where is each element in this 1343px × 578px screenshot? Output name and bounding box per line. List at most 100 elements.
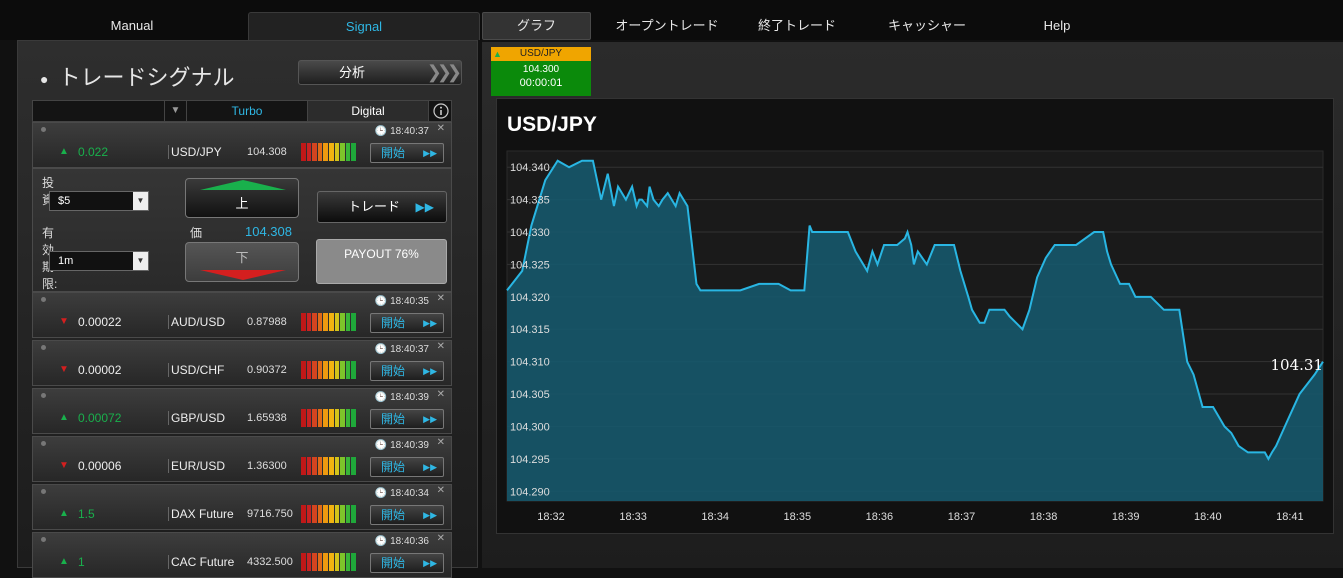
double-arrow-icon: ▶▶ — [423, 148, 437, 158]
y-tick-label: 104.290 — [510, 486, 550, 498]
trade-label: トレード — [348, 199, 401, 214]
expiry-label: 有効期限: — [42, 226, 58, 291]
x-tick-label: 18:33 — [619, 511, 647, 523]
close-icon[interactable]: ✕ — [436, 293, 445, 304]
start-button[interactable]: 開始 ▶▶ — [370, 457, 444, 477]
signal-strength-meter — [301, 409, 356, 427]
close-icon[interactable]: ✕ — [436, 485, 445, 496]
close-icon[interactable]: ✕ — [436, 533, 445, 544]
up-triangle-icon: ▲ — [59, 508, 69, 519]
row-symbol: AUD/USD — [168, 315, 225, 329]
up-triangle-icon: ▲ — [59, 412, 69, 423]
row-change: 1.5 — [78, 507, 95, 521]
row-time-text: 18:40:39 — [390, 440, 429, 451]
signal-row[interactable]: 🕒 18:40:35 ✕ ▼ 0.00022 AUD/USD 0.87988 開始 ▶▶ — [32, 292, 452, 338]
row-price: 1.65938 — [247, 412, 287, 424]
row-symbol: USD/CHF — [168, 363, 224, 377]
analyze-button[interactable]: 分析 ❯❯❯ — [298, 60, 462, 85]
signal-row[interactable]: 🕒 18:40:34 ✕ ▲ 1.5 DAX Future 9716.750 開始 ▶▶ — [32, 484, 452, 530]
close-icon[interactable]: ✕ — [436, 389, 445, 400]
y-tick-label: 104.330 — [510, 227, 550, 239]
status-dot — [41, 345, 46, 350]
chart-svg: USD/JPY 104.340 104.335 104.330 104.325 104.3… — [506, 113, 1324, 523]
call-label: 上 — [235, 196, 249, 211]
row-time-text: 18:40:35 — [390, 296, 429, 307]
panel-title: ● トレードシグナル — [40, 60, 234, 92]
start-button[interactable]: 開始 ▶▶ — [370, 361, 444, 381]
start-label: 開始 — [381, 146, 406, 160]
series-line — [506, 159, 1324, 461]
signal-row[interactable]: 🕒 18:40:37 ✕ ▲ 0.022 USD/JPY 104.308 開始 ▶▶ — [32, 122, 452, 168]
tab-open-trades[interactable]: オープントレード — [615, 18, 719, 33]
invest-value: $5 — [58, 195, 71, 207]
up-triangle-icon: ▲ — [59, 146, 69, 157]
chevrons-icon: ❯❯❯ — [426, 62, 462, 82]
row-symbol: CAC Future — [168, 555, 234, 569]
row-time: 🕒 18:40:39 — [375, 440, 429, 451]
dropdown-arrow-icon[interactable]: ▼ — [165, 101, 187, 121]
status-dot — [41, 393, 46, 398]
put-button[interactable]: 下 — [185, 242, 299, 282]
row-symbol: USD/JPY — [168, 145, 222, 159]
filter-dropdown[interactable] — [33, 101, 165, 121]
info-icon[interactable] — [430, 101, 452, 121]
expiry-value: 1m — [58, 255, 74, 267]
tab-closed-trades[interactable]: 終了トレード — [757, 18, 836, 33]
up-arrow-icon — [200, 180, 286, 190]
y-tick-label: 104.300 — [510, 421, 550, 433]
row-symbol: DAX Future — [168, 507, 234, 521]
chart-title: USD/JPY — [507, 113, 597, 136]
x-tick-label: 18:35 — [784, 511, 812, 523]
status-dot — [41, 441, 46, 446]
price-chart: USD/JPY 104.340 104.335 104.330 104.325 104.3… — [496, 98, 1334, 534]
start-button[interactable]: 開始 ▶▶ — [370, 409, 444, 429]
expiry-select[interactable]: 1m ▼ — [49, 251, 149, 271]
signal-strength-meter — [301, 361, 356, 379]
start-label: 開始 — [381, 556, 406, 570]
row-time-text: 18:40:36 — [390, 536, 429, 547]
panel-title-text: トレードシグナル — [58, 65, 235, 90]
signal-strength-meter — [301, 553, 356, 571]
status-dot — [41, 489, 46, 494]
start-button[interactable]: 開始 ▶▶ — [370, 313, 444, 333]
tab-cashier[interactable]: キャッシャー — [887, 18, 966, 33]
signal-row[interactable]: 🕒 18:40:39 ✕ ▲ 0.00072 GBP/USD 1.65938 開始 ▶▶ — [32, 388, 452, 434]
y-tick-label: 104.310 — [510, 357, 550, 369]
trade-button[interactable]: トレード ▶▶ — [317, 191, 447, 223]
filter-digital[interactable]: Digital — [308, 101, 429, 121]
call-button[interactable]: 上 — [185, 178, 299, 218]
double-arrow-icon: ▶▶ — [423, 558, 437, 568]
signal-row[interactable]: 🕒 18:40:39 ✕ ▼ 0.00006 EUR/USD 1.36300 開始 ▶▶ — [32, 436, 452, 482]
tab-help[interactable]: Help — [1043, 18, 1071, 33]
signal-row[interactable]: 🕒 18:40:37 ✕ ▼ 0.00002 USD/CHF 0.90372 開始 ▶▶ — [32, 340, 452, 386]
signal-strength-meter — [301, 505, 356, 523]
invest-select[interactable]: $5 ▼ — [49, 191, 149, 211]
close-icon[interactable]: ✕ — [436, 341, 445, 352]
up-triangle-icon: ▲ — [493, 49, 502, 59]
close-icon[interactable]: ✕ — [436, 123, 445, 134]
clock-icon: 🕒 — [374, 126, 388, 137]
double-arrow-icon: ▶▶ — [423, 366, 437, 376]
row-time-text: 18:40:37 — [390, 344, 429, 355]
x-tick-label: 18:37 — [948, 511, 976, 523]
clock-icon: 🕒 — [374, 392, 388, 403]
close-icon[interactable]: ✕ — [436, 437, 445, 448]
signal-row[interactable]: 🕒 18:40:36 ✕ ▲ 1 CAC Future 4332.500 開始 ▶▶ — [32, 532, 452, 578]
double-arrow-icon: ▶▶ — [423, 414, 437, 424]
x-tick-label: 18:32 — [537, 511, 565, 523]
status-dot — [41, 297, 46, 302]
series-area — [507, 160, 1323, 501]
start-button[interactable]: 開始 ▶▶ — [370, 553, 444, 573]
caret-down-icon: ▼ — [133, 192, 148, 210]
row-change: 0.00022 — [78, 315, 122, 329]
top-nav: Manual Signal グラフ オープントレード 終了トレード キャッシャー… — [0, 0, 1343, 40]
filter-turbo[interactable]: Turbo — [187, 101, 308, 121]
asset-card[interactable]: ▲ USD/JPY 104.300 00:00:01 — [491, 47, 591, 96]
start-button[interactable]: 開始 ▶▶ — [370, 143, 444, 163]
tab-manual[interactable]: Manual — [110, 18, 154, 33]
start-button[interactable]: 開始 ▶▶ — [370, 505, 444, 525]
tab-signal[interactable]: Signal — [248, 12, 480, 40]
row-time: 🕒 18:40:39 — [375, 392, 429, 403]
double-arrow-icon: ▶▶ — [423, 318, 437, 328]
tab-graph[interactable]: グラフ — [482, 12, 591, 40]
